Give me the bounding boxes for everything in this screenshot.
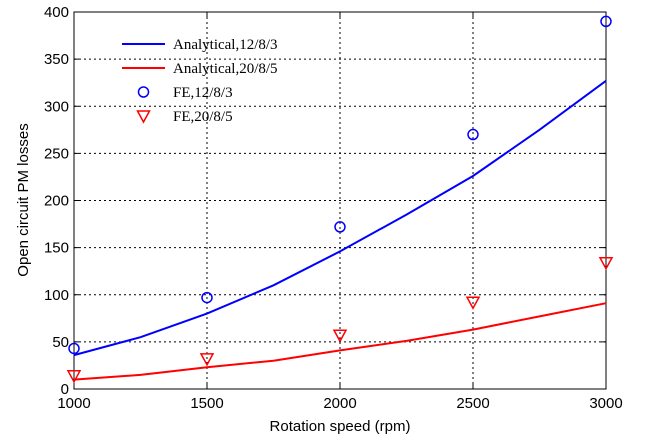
series-line bbox=[73, 79, 607, 357]
series-3 bbox=[68, 15, 612, 355]
x-tick-label: 1500 bbox=[190, 395, 223, 412]
y-tick-label: 50 bbox=[52, 334, 69, 351]
y-tick-label: 150 bbox=[44, 240, 69, 257]
legend-label: Analytical,20/8/5 bbox=[173, 61, 278, 77]
legend-item: FE,12/8/3 bbox=[137, 85, 233, 101]
data-point bbox=[68, 342, 80, 355]
legend-marker bbox=[137, 86, 150, 98]
data-point bbox=[465, 296, 481, 310]
tick-layer: 1000 1500 2000 2500 3000 0 50 100 150 200 250 300 35… bbox=[44, 4, 623, 412]
legend-marker bbox=[136, 110, 151, 124]
legend-label: Analytical,12/8/3 bbox=[173, 37, 278, 53]
series-2 bbox=[73, 302, 607, 381]
legend: Analytical,12/8/3 Analytical,20/8/5 FE,12/… bbox=[122, 37, 278, 125]
y-tick-label: 0 bbox=[61, 381, 69, 398]
data-point bbox=[199, 353, 215, 367]
x-tick-label: 2500 bbox=[456, 395, 489, 412]
data-point bbox=[201, 291, 213, 304]
data-point bbox=[332, 329, 348, 343]
data-point bbox=[334, 221, 346, 233]
series-line bbox=[73, 302, 607, 381]
x-axis-label: Rotation speed (rpm) bbox=[270, 418, 411, 435]
y-tick-label: 100 bbox=[44, 287, 69, 304]
y-tick-label: 400 bbox=[44, 4, 69, 21]
legend-item: Analytical,20/8/5 bbox=[122, 61, 278, 77]
series-layer bbox=[66, 15, 614, 384]
legend-item: Analytical,12/8/3 bbox=[122, 37, 278, 53]
y-axis-label: Open circuit PM losses bbox=[15, 123, 32, 276]
x-tick-label: 3000 bbox=[589, 395, 622, 412]
data-point bbox=[600, 15, 612, 28]
data-point bbox=[66, 370, 82, 384]
data-point bbox=[598, 256, 614, 271]
y-tick-label: 200 bbox=[44, 193, 69, 210]
legend-label: FE,12/8/3 bbox=[173, 85, 233, 101]
data-point bbox=[467, 128, 479, 141]
x-tick-label: 1000 bbox=[57, 395, 90, 412]
x-tick-label: 2000 bbox=[323, 395, 356, 412]
series-1 bbox=[73, 79, 607, 357]
y-tick-label: 250 bbox=[44, 145, 69, 162]
legend-label: FE,20/8/5 bbox=[173, 109, 233, 125]
series-4 bbox=[66, 256, 614, 384]
legend-item: FE,20/8/5 bbox=[136, 109, 233, 125]
y-tick-label: 350 bbox=[44, 51, 69, 68]
y-tick-label: 300 bbox=[44, 98, 69, 115]
